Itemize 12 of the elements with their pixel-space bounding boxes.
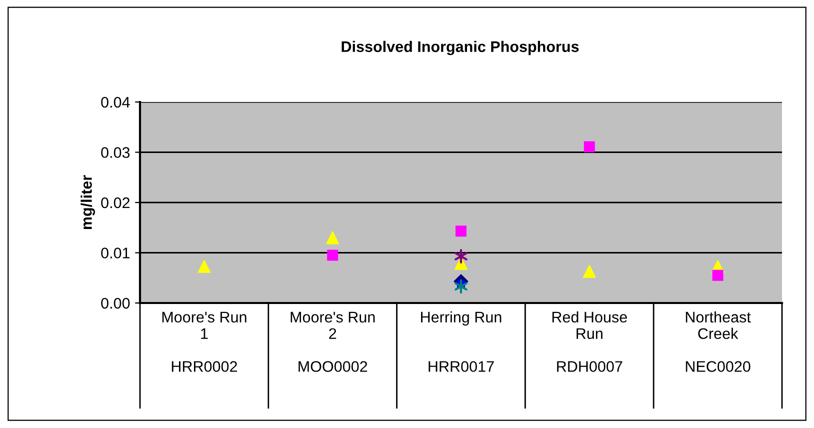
y-tick-label: 0.01 [101,248,130,258]
y-tick-label: 0.04 [101,96,130,108]
y-tick-label: 0.03 [101,147,130,158]
category-label: Red House Run RDH0007 [552,311,627,372]
y-axis-title: mg/liter [80,175,95,230]
chart-title: Dissolved Inorganic Phosphorus [342,40,579,56]
category-label: Moore's Run 2 MOO0002 [290,312,375,372]
category-label: Herring Run HRR0017 [421,311,502,372]
y-tick-label: 0.02 [101,197,130,208]
category-label: Northeast Creek NEC0020 [686,311,751,372]
category-label: Moore's Run 1 HRR0002 [162,312,246,372]
y-tick-label: 0.00 [101,298,130,309]
